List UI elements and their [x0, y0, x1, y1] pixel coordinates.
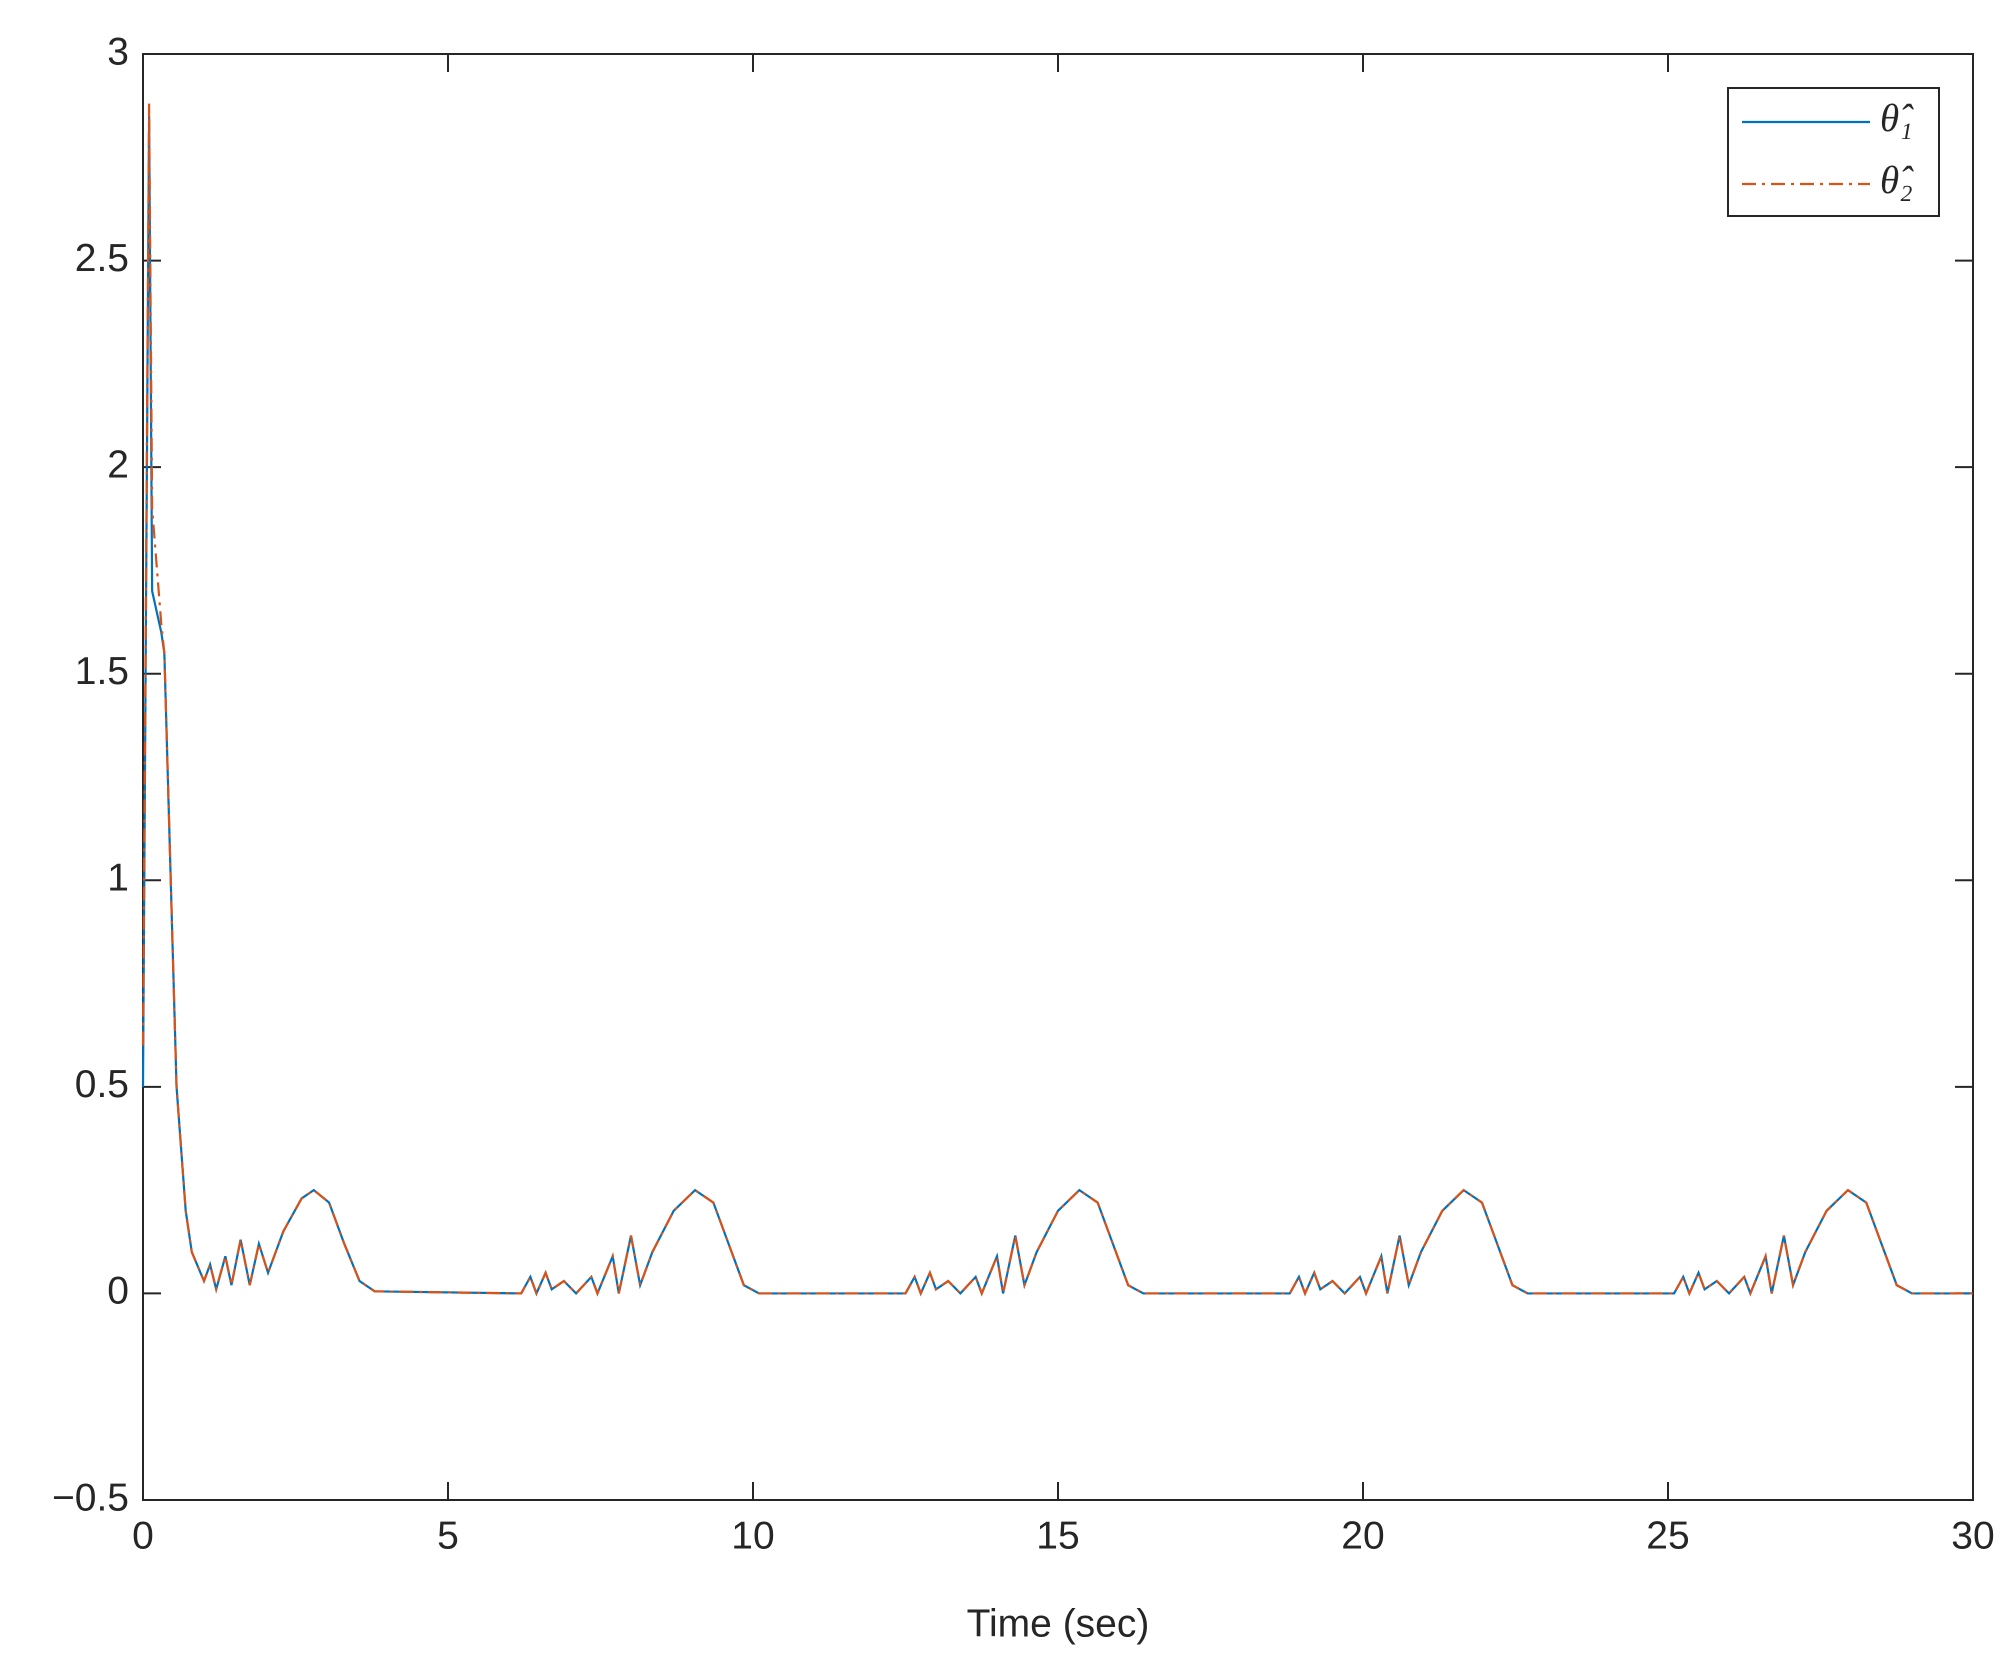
x-tick-label: 10	[731, 1514, 774, 1557]
y-tick-label: −0.5	[52, 1476, 129, 1519]
y-tick-label: 1	[107, 857, 129, 900]
legend-label: θ̂₁	[1880, 97, 1914, 140]
y-tick-label: 0.5	[75, 1063, 129, 1106]
x-tick-label: 30	[1951, 1514, 1994, 1557]
y-tick-label: 0	[107, 1270, 129, 1313]
y-tick-label: 2.5	[75, 237, 129, 280]
plot-box	[142, 53, 1974, 1501]
legend-label: θ̂₂	[1880, 159, 1914, 202]
x-tick-label: 5	[437, 1514, 459, 1557]
x-tick-label: 25	[1646, 1514, 1689, 1557]
x-tick-label: 20	[1341, 1514, 1384, 1557]
y-tick-label: 2	[107, 443, 129, 486]
x-axis-label: Time (sec)	[967, 1602, 1150, 1645]
legend-box	[1727, 87, 1940, 217]
series-line	[141, 103, 1973, 1297]
y-tick-label: 1.5	[75, 650, 129, 693]
x-tick-label: 15	[1036, 1514, 1079, 1557]
x-tick-label: 0	[132, 1514, 154, 1557]
y-tick-label: 3	[107, 30, 129, 73]
